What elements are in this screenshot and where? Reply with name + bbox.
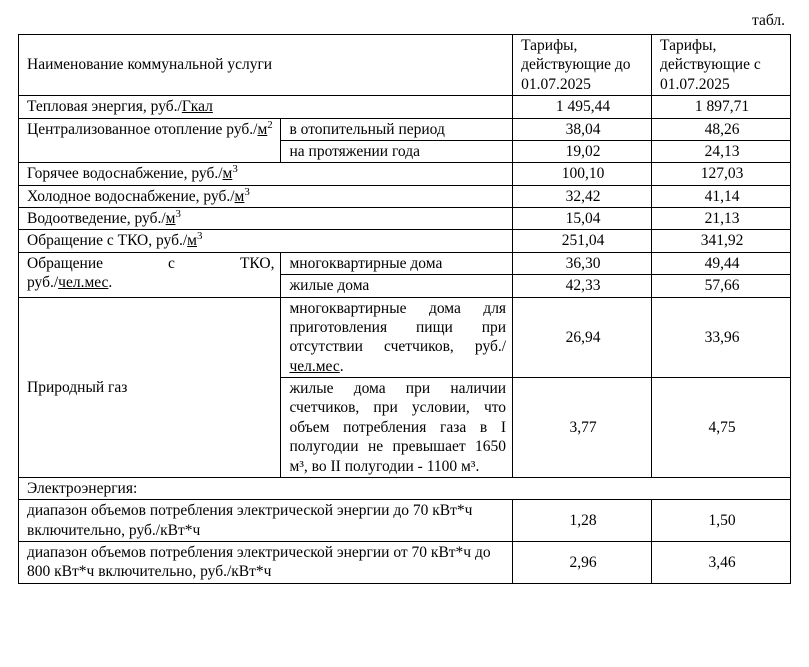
service-name: Природный газ (19, 297, 281, 477)
table-row: Электроэнергия: (19, 477, 791, 499)
tariff-before: 38,04 (513, 118, 652, 140)
tariff-before: 15,04 (513, 208, 652, 230)
tariff-before: 32,42 (513, 185, 652, 207)
tariff-after: 21,13 (652, 208, 791, 230)
tariff-before: 251,04 (513, 230, 652, 252)
tariff-after: 48,26 (652, 118, 791, 140)
service-subname: жилые дома при наличии счетчиков, при ус… (281, 378, 513, 478)
tariff-after: 1,50 (652, 500, 791, 542)
tariff-before: 26,94 (513, 297, 652, 378)
header-tariff-after: Тарифы, действующие с 01.07.2025 (652, 35, 791, 96)
tariff-table: Наименование коммунальной услуги Тарифы,… (18, 34, 791, 584)
service-name: Холодное водоснабжение, руб./м3 (19, 185, 513, 207)
header-tariff-before: Тарифы, действующие до 01.07.2025 (513, 35, 652, 96)
header-name: Наименование коммунальной услуги (19, 35, 513, 96)
service-subname: жилые дома (281, 275, 513, 297)
tariff-after: 49,44 (652, 252, 791, 274)
service-name: Централизованное отопление руб./м2 (19, 118, 281, 163)
table-row: Централизованное отопление руб./м2 в ото… (19, 118, 791, 140)
tariff-before: 19,02 (513, 140, 652, 162)
tariff-after: 127,03 (652, 163, 791, 185)
table-row: Горячее водоснабжение, руб./м3 100,10 12… (19, 163, 791, 185)
tariff-after: 57,66 (652, 275, 791, 297)
table-row: Холодное водоснабжение, руб./м3 32,42 41… (19, 185, 791, 207)
service-name: Тепловая энергия, руб./Гкал (19, 96, 513, 118)
service-name: Обращение с ТКО, руб./чел.мес. (19, 252, 281, 297)
service-name: Обращение с ТКО, руб./м3 (19, 230, 513, 252)
tariff-before: 1 495,44 (513, 96, 652, 118)
service-name: диапазон объемов потребления электрическ… (19, 542, 513, 584)
tariff-before: 36,30 (513, 252, 652, 274)
table-row: диапазон объемов потребления электрическ… (19, 500, 791, 542)
table-row: диапазон объемов потребления электрическ… (19, 542, 791, 584)
service-name: Электроэнергия: (19, 477, 791, 499)
table-caption: табл. (18, 12, 785, 30)
tariff-before: 100,10 (513, 163, 652, 185)
service-subname: многоквартирные дома (281, 252, 513, 274)
tariff-before: 1,28 (513, 500, 652, 542)
table-header-row: Наименование коммунальной услуги Тарифы,… (19, 35, 791, 96)
table-row: Обращение с ТКО, руб./м3 251,04 341,92 (19, 230, 791, 252)
tariff-after: 1 897,71 (652, 96, 791, 118)
tariff-after: 33,96 (652, 297, 791, 378)
service-subname: в отопительный период (281, 118, 513, 140)
service-subname: многоквартирные дома для приготовления п… (281, 297, 513, 378)
tariff-before: 42,33 (513, 275, 652, 297)
service-name: Горячее водоснабжение, руб./м3 (19, 163, 513, 185)
service-subname: на протяжении года (281, 140, 513, 162)
table-row: Водоотведение, руб./м3 15,04 21,13 (19, 208, 791, 230)
table-row: Тепловая энергия, руб./Гкал 1 495,44 1 8… (19, 96, 791, 118)
tariff-before: 3,77 (513, 378, 652, 478)
tariff-after: 3,46 (652, 542, 791, 584)
tariff-after: 41,14 (652, 185, 791, 207)
tariff-after: 4,75 (652, 378, 791, 478)
tariff-before: 2,96 (513, 542, 652, 584)
table-row: Обращение с ТКО, руб./чел.мес. многоквар… (19, 252, 791, 274)
table-row: Природный газ многоквартирные дома для п… (19, 297, 791, 378)
tariff-after: 24,13 (652, 140, 791, 162)
service-name: Водоотведение, руб./м3 (19, 208, 513, 230)
tariff-after: 341,92 (652, 230, 791, 252)
service-name: диапазон объемов потребления электрическ… (19, 500, 513, 542)
